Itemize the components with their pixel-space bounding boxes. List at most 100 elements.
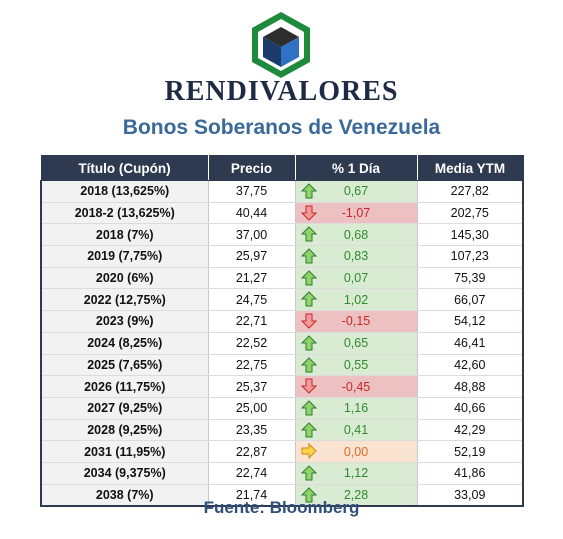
cell-titulo: 2028 (9,25%) <box>40 419 208 442</box>
table-header-row: Título (Cupón) Precio % 1 Día Media YTM <box>40 155 524 181</box>
table-row: 2022 (12,75%) 24,75 1,02 66,07 <box>40 288 524 312</box>
cell-titulo: 2031 (11,95%) <box>40 440 208 463</box>
cell-precio: 21,27 <box>207 267 295 290</box>
cell-precio: 22,52 <box>207 332 295 355</box>
change-value: -0,45 <box>341 379 371 394</box>
change-value: 0,83 <box>343 249 369 264</box>
cell-dia: 0,41 <box>294 419 417 442</box>
cell-ytm: 48,88 <box>416 375 524 398</box>
cell-dia: 0,65 <box>294 332 417 355</box>
column-header-dia: % 1 Día <box>294 155 418 181</box>
table-row: 2026 (11,75%) 25,37 -0,45 48,88 <box>40 375 524 398</box>
cell-dia: -0,15 <box>294 310 417 333</box>
table-row: 2018-2 (13,625%) 40,44 -1,07 202,75 <box>40 202 524 225</box>
change-value: 1,16 <box>343 401 369 416</box>
table-row: 2027 (9,25%) 25,00 1,16 40,66 <box>40 397 524 420</box>
change-value: 0,55 <box>343 357 369 372</box>
arrow-up-icon <box>300 400 317 416</box>
cell-titulo: 2038 (7%) <box>40 484 208 508</box>
cell-ytm: 46,41 <box>416 332 524 355</box>
cell-dia: 0,67 <box>294 180 417 203</box>
change-value: 1,12 <box>343 466 369 481</box>
change-value: 2,28 <box>343 487 369 502</box>
table-row: 2031 (11,95%) 22,87 0,00 52,19 <box>40 440 524 463</box>
table-row: 2034 (9,375%) 22,74 1,12 41,86 <box>40 462 524 485</box>
arrow-up-icon <box>300 248 317 264</box>
cell-dia: -1,07 <box>294 202 417 225</box>
cell-titulo: 2019 (7,75%) <box>40 245 208 268</box>
change-value: 0,65 <box>343 336 369 351</box>
arrow-up-icon <box>300 356 317 372</box>
table-row: 2020 (6%) 21,27 0,07 75,39 <box>40 267 524 290</box>
cell-ytm: 40,66 <box>416 397 524 420</box>
arrow-down-icon <box>300 378 317 394</box>
cell-dia: 0,00 <box>294 440 417 463</box>
column-header-ytm: Media YTM <box>416 155 524 181</box>
cell-titulo: 2022 (12,75%) <box>40 288 208 312</box>
cell-titulo: 2018-2 (13,625%) <box>40 202 208 225</box>
cell-dia: 1,12 <box>294 462 417 485</box>
arrow-up-icon <box>300 486 317 503</box>
table-row: 2018 (7%) 37,00 0,68 145,30 <box>40 223 524 247</box>
cell-titulo: 2018 (7%) <box>40 223 208 247</box>
cell-dia: 0,07 <box>294 267 417 290</box>
cell-titulo: 2034 (9,375%) <box>40 462 208 485</box>
cell-precio: 22,75 <box>207 354 295 377</box>
cell-dia: 0,68 <box>294 223 417 247</box>
cell-ytm: 52,19 <box>416 440 524 463</box>
cell-precio: 22,71 <box>207 310 295 333</box>
cell-titulo: 2023 (9%) <box>40 310 208 333</box>
arrow-up-icon <box>300 335 317 351</box>
cell-titulo: 2027 (9,25%) <box>40 397 208 420</box>
arrow-up-icon <box>300 465 317 481</box>
cell-dia: 0,55 <box>294 354 417 377</box>
brand-title: RENDIVALORES <box>164 76 399 107</box>
table-row: 2024 (8,25%) 22,52 0,65 46,41 <box>40 332 524 355</box>
cell-titulo: 2020 (6%) <box>40 267 208 290</box>
table-row: 2018 (13,625%) 37,75 0,67 227,82 <box>40 180 524 203</box>
table-row: 2025 (7,65%) 22,75 0,55 42,60 <box>40 354 524 377</box>
cell-ytm: 41,86 <box>416 462 524 485</box>
cell-precio: 22,74 <box>207 462 295 485</box>
cell-ytm: 202,75 <box>416 202 524 225</box>
cell-dia: 1,16 <box>294 397 417 420</box>
cell-precio: 25,97 <box>207 245 295 268</box>
cell-ytm: 42,29 <box>416 419 524 442</box>
cell-precio: 40,44 <box>207 202 295 225</box>
cell-ytm: 107,23 <box>416 245 524 268</box>
column-header-precio: Precio <box>207 155 296 181</box>
cell-titulo: 2025 (7,65%) <box>40 354 208 377</box>
cell-precio: 24,75 <box>207 288 295 312</box>
page-title: Bonos Soberanos de Venezuela <box>122 116 441 139</box>
cell-dia: 2,28 <box>294 484 417 508</box>
cell-titulo: 2026 (11,75%) <box>40 375 208 398</box>
change-value: -1,07 <box>341 206 371 221</box>
cell-precio: 21,74 <box>207 484 295 508</box>
arrow-down-icon <box>300 313 317 329</box>
change-value: -0,15 <box>341 314 371 329</box>
cell-titulo: 2024 (8,25%) <box>40 332 208 355</box>
column-header-titulo: Título (Cupón) <box>40 155 209 181</box>
rendivalores-logo <box>252 12 310 78</box>
cell-precio: 37,75 <box>207 180 295 203</box>
arrow-down-icon <box>300 205 317 221</box>
cell-ytm: 66,07 <box>416 288 524 312</box>
cell-ytm: 145,30 <box>416 223 524 247</box>
cell-ytm: 33,09 <box>416 484 524 508</box>
arrow-up-icon <box>300 183 317 199</box>
cell-ytm: 54,12 <box>416 310 524 333</box>
cell-precio: 25,37 <box>207 375 295 398</box>
cell-precio: 25,00 <box>207 397 295 420</box>
table-row: 2038 (7%) 21,74 2,28 33,09 <box>40 484 524 508</box>
cell-dia: 0,83 <box>294 245 417 268</box>
table-row: 2023 (9%) 22,71 -0,15 54,12 <box>40 310 524 333</box>
bonds-table: Título (Cupón) Precio % 1 Día Media YTM … <box>40 155 524 508</box>
change-value: 0,07 <box>343 271 369 286</box>
cell-precio: 23,35 <box>207 419 295 442</box>
table-row: 2019 (7,75%) 25,97 0,83 107,23 <box>40 245 524 268</box>
change-value: 1,02 <box>343 292 369 307</box>
arrow-up-icon <box>300 270 317 286</box>
table-row: 2028 (9,25%) 23,35 0,41 42,29 <box>40 419 524 442</box>
cell-precio: 22,87 <box>207 440 295 463</box>
change-value: 0,41 <box>343 422 369 437</box>
